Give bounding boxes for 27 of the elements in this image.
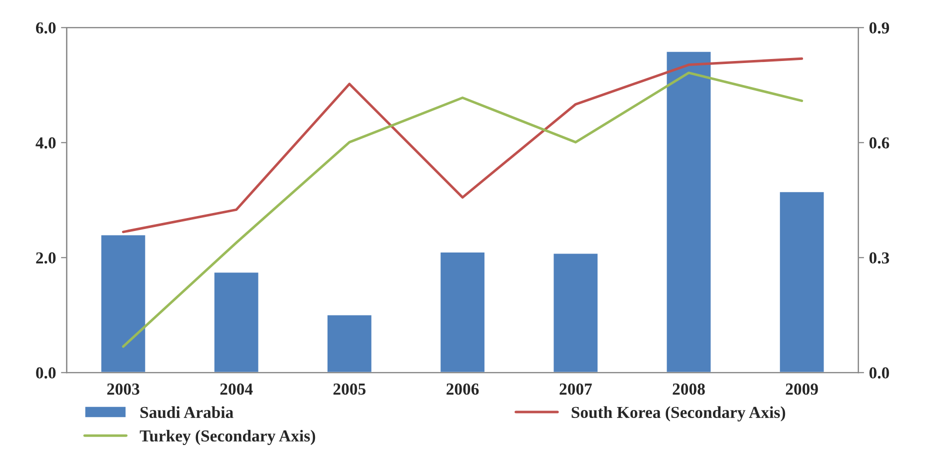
bar [100, 234, 147, 373]
line-series [122, 57, 804, 234]
x-tick-label: 2008 [672, 384, 705, 395]
y-tick-label: 0.0 [36, 367, 56, 379]
x-tick-label: 2004 [220, 384, 253, 395]
bar [778, 190, 826, 373]
y-tick-label: 4.0 [36, 137, 56, 149]
y-tick-label: 6.0 [36, 22, 56, 34]
bar [213, 271, 260, 373]
legend-label: Saudi Arabia [140, 406, 234, 418]
bar [326, 314, 373, 373]
y2-tick-label: 0.3 [869, 252, 890, 264]
x-tick-label: 2009 [786, 384, 818, 395]
y-tick-label: 2.0 [36, 252, 56, 264]
bar [439, 251, 486, 373]
x-tick-label: 2003 [107, 384, 140, 395]
x-tick-label: 2006 [446, 384, 479, 395]
legend-label: South Korea (Secondary Axis) [572, 406, 786, 422]
y2-tick-label: 0.0 [869, 367, 890, 379]
bar [552, 252, 599, 373]
x-tick-label: 2005 [333, 384, 366, 395]
y2-tick-label: 0.9 [869, 22, 890, 34]
y2-tick-label: 0.6 [869, 137, 890, 149]
bar [665, 50, 712, 373]
line-series [122, 72, 804, 348]
x-tick-label: 2007 [560, 384, 592, 395]
legend-label: Turkey (Secondary Axis) [140, 430, 316, 445]
